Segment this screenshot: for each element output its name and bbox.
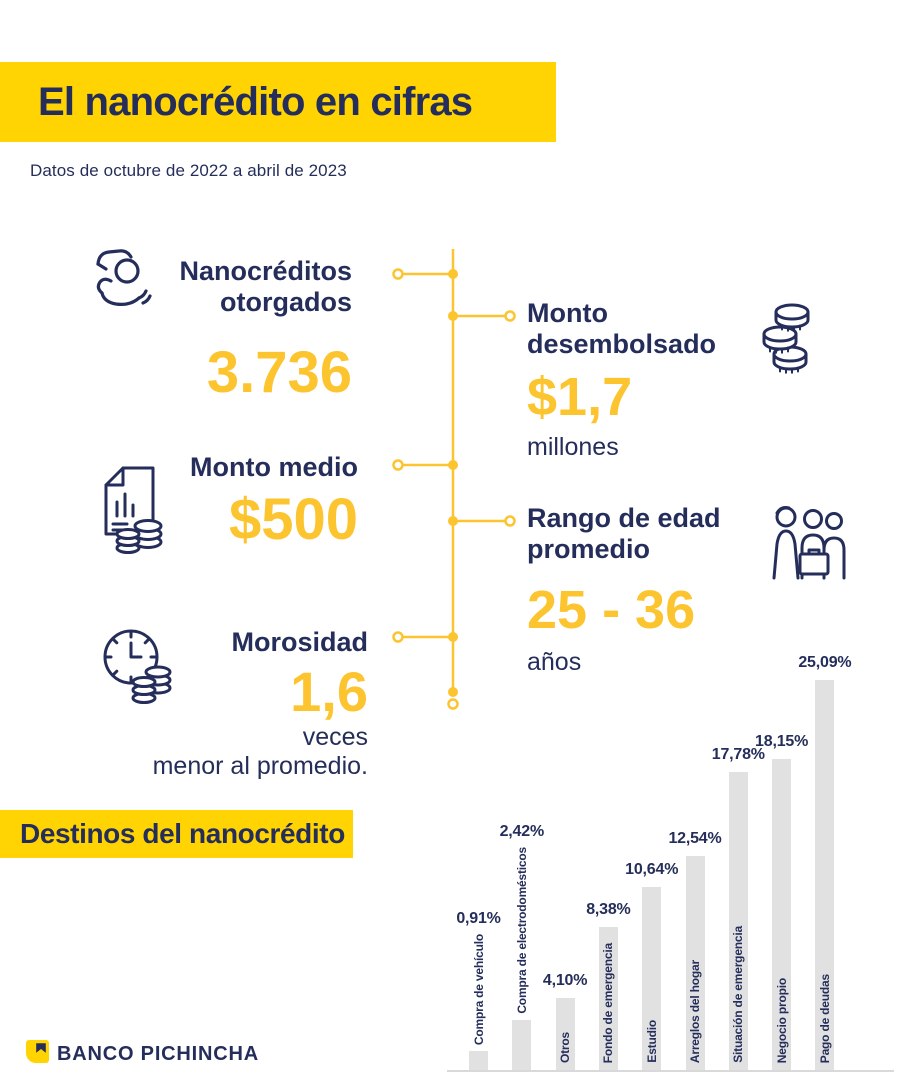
chart-bar-value: 25,09% [798,654,852,671]
chart-bar [598,927,618,1070]
chart-bar [469,1051,488,1070]
chart-bar [728,772,748,1070]
chart-bar-value: 10,64% [625,861,679,878]
page-title-banner: El nanocrédito en cifras [0,62,556,142]
stat-age-range-unit: años [527,648,582,676]
stat-delinquency-note: menor al promedio. [152,752,368,780]
chart-bar-value: 4,10% [542,972,588,989]
chart-bar-value: 18,15% [755,733,809,750]
stat-disbursed-label: Monto desembolsado [527,298,717,359]
page-title: El nanocrédito en cifras [38,79,473,124]
hand-coin-icon [96,249,152,306]
stat-average-value: $500 [228,487,358,552]
chart-bar-category: Otros [558,1031,573,1063]
chart-baseline [447,1070,894,1072]
clock-coins-icon [103,629,172,704]
stat-average-label: Monto medio [190,452,358,482]
stat-disbursed: Monto desembolsado $1,7 millones [527,298,732,461]
chart-bar-value: 12,54% [668,830,722,847]
chart-bar [512,1020,532,1070]
chart-bar [685,856,705,1070]
stat-age-range: Rango de edad promedio 25 - 36 años [527,503,739,676]
chart-bar-category: Arreglos del hogar [688,959,702,1063]
chart-bar-category: Pago de deudas [817,973,832,1063]
destinations-chart: Compra de vehículo 0,91% Compra de electro… [447,650,894,1072]
chart-bar-category: Situación de emergencia [731,926,746,1063]
chart-bar [642,887,662,1070]
stat-average: Monto medio $500 [158,452,358,549]
chart-bar-category: Compra de vehículo [471,933,486,1045]
chart-bar [815,680,835,1070]
document-chart-coins-icon [104,466,163,554]
date-range-subtitle: Datos de octubre de 2022 a abril de 2023 [30,161,347,180]
stat-age-range-value: 25 - 36 [527,580,696,640]
stat-delinquency: Morosidad 1,6 veces menor al promedio. [118,626,368,780]
destinations-banner: Destinos del nanocrédito [0,810,353,858]
coins-stack-icon [762,303,810,374]
stat-disbursed-unit: millones [527,433,619,461]
stat-disbursed-value: $1,7 [527,367,633,427]
stat-delinquency-label: Morosidad [231,627,368,657]
chart-bar-category: Estudio [644,1020,659,1063]
stat-granted-label: Nanocréditos otorgados [179,256,352,317]
bank-name: BANCO PICHINCHA [57,1043,259,1065]
stat-delinquency-value: 1,6 [290,660,368,723]
chart-bar-category: Negocio propio [774,977,789,1063]
stat-granted-value: 3.736 [206,340,352,405]
chart-bar-category: Compra de electrodomésticos [514,847,529,1014]
stat-delinquency-unit: veces [302,723,368,751]
destinations-title: Destinos del nanocrédito [20,818,345,849]
chart-bar-value: 8,38% [586,901,631,918]
timeline-connector-icon [392,249,516,710]
stat-granted: Nanocréditos otorgados 3.736 [150,256,352,402]
chart-bar [555,998,575,1070]
bank-logo-icon [26,1040,49,1063]
people-group-icon [772,506,846,580]
chart-bar-value: 2,42% [499,823,545,840]
chart-bar-category: Fondo de emergencia [601,942,616,1063]
chart-bar-value: 0,91% [456,910,501,927]
stat-age-range-label: Rango de edad promedio [527,503,721,564]
chart-bar-value: 17,78% [711,746,765,763]
chart-bar [772,759,792,1070]
